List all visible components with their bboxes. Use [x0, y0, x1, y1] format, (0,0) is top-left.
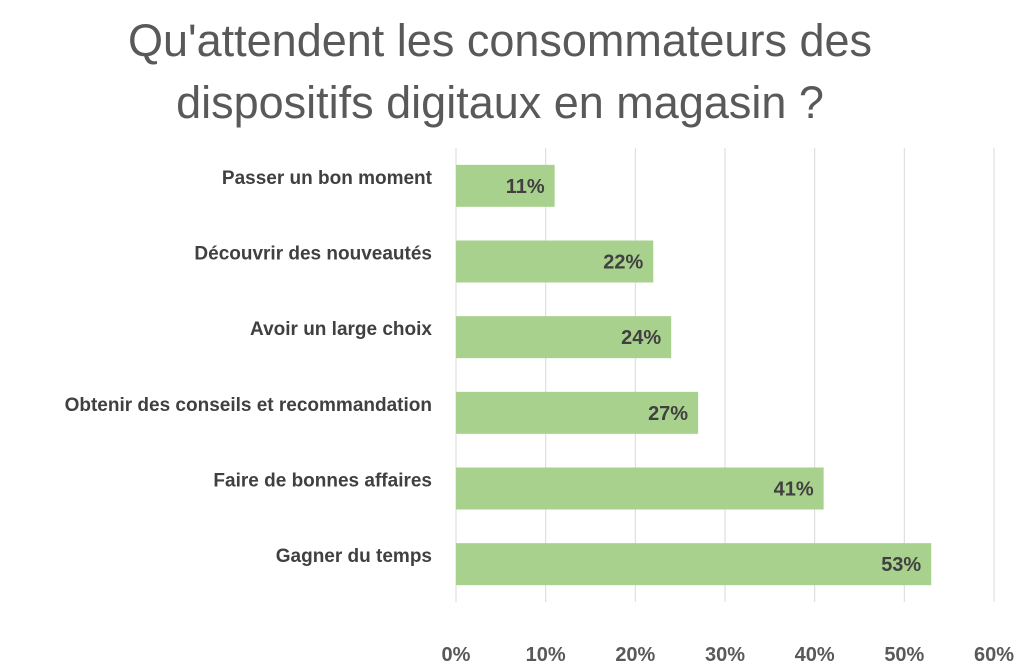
bar-4 — [456, 391, 699, 434]
value-label-1: 11% — [506, 176, 545, 198]
bar-6 — [456, 543, 932, 586]
category-label-6: Gagner du temps — [276, 546, 432, 567]
value-label-4: 27% — [648, 403, 688, 425]
bar-3 — [456, 316, 672, 359]
category-label-5: Faire de bonnes affaires — [213, 471, 432, 492]
category-label-1: Passer un bon moment — [222, 168, 433, 189]
category-label-3: Avoir un large choix — [250, 319, 432, 340]
category-label-4: Obtenir des conseils et recommandation — [65, 395, 432, 416]
x-tick-label-20: 20% — [615, 644, 655, 666]
value-label-2: 22% — [603, 252, 643, 274]
x-tick-label-0: 0% — [442, 644, 471, 666]
chart-title-line-1: Qu'attendent les consommateurs des — [128, 15, 872, 66]
bar-5 — [456, 467, 824, 510]
x-tick-label-40: 40% — [795, 644, 835, 666]
value-label-6: 53% — [881, 554, 921, 576]
x-tick-label-10: 10% — [526, 644, 566, 666]
bar-2 — [456, 240, 654, 283]
bar-1 — [456, 164, 555, 207]
x-tick-label-30: 30% — [705, 644, 745, 666]
value-label-3: 24% — [621, 327, 661, 349]
chart-title: Qu'attendent les consommateurs des dispo… — [0, 10, 1000, 134]
chart-title-line-2: dispositifs digitaux en magasin ? — [176, 77, 824, 128]
x-tick-label-50: 50% — [884, 644, 924, 666]
x-tick-label-60: 60% — [974, 644, 1014, 666]
category-label-2: Découvrir des nouveautés — [194, 244, 432, 265]
value-label-5: 41% — [774, 479, 814, 501]
